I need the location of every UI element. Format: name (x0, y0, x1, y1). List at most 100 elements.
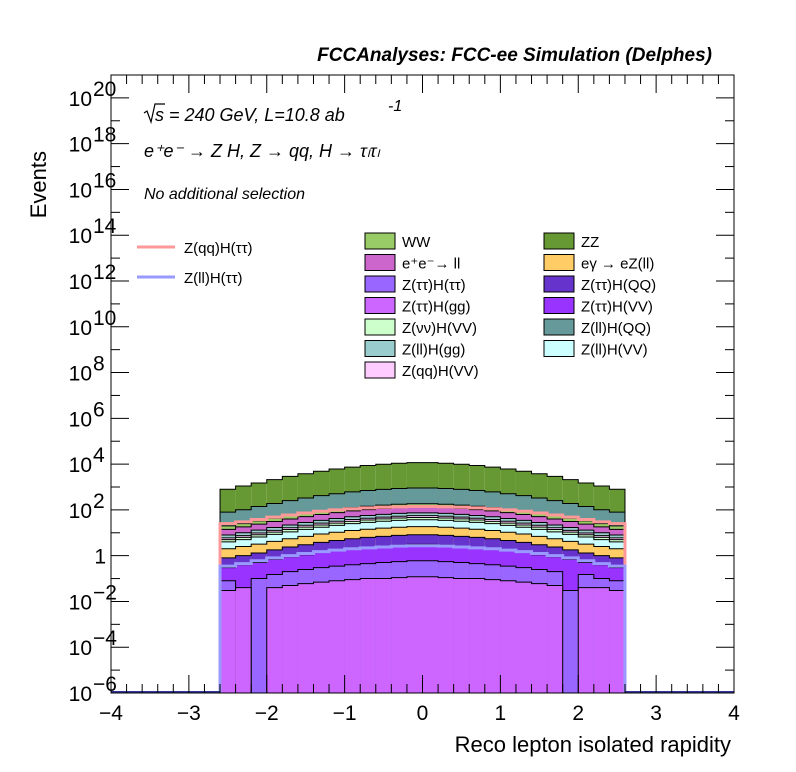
legend-entry: Z(ll)H(VV) (543, 340, 648, 359)
histogram-outline (219, 560, 626, 694)
y-tick-label: 10 (69, 88, 92, 111)
x-tick-label: 1 (495, 702, 507, 725)
legend-entry: ZZ (543, 232, 599, 251)
histogram-bin (500, 580, 516, 693)
histogram-bin (235, 587, 252, 693)
histogram-outline (219, 516, 626, 693)
y-tick-exponent: 2 (93, 490, 105, 513)
legend-label: e⁺e⁻→ ll (402, 256, 460, 273)
x-tick-label: 4 (728, 702, 740, 725)
y-tick-label: 10 (69, 500, 92, 523)
legend-label: Z(ll)H(VV) (581, 342, 648, 359)
legend-swatch (364, 297, 396, 314)
histogram-bin (329, 580, 345, 693)
legend-entry: Z(ττ)H(QQ) (543, 275, 656, 294)
legend-swatch (364, 232, 396, 250)
histogram-outline (219, 534, 626, 693)
legend-entry: Z(νν)H(VV) (364, 318, 477, 337)
histogram-bin (469, 578, 485, 693)
selection-annotation: No additional selection (144, 186, 305, 203)
legend-label: Z(qq)H(VV) (402, 363, 479, 380)
y-tick-exponent: 18 (93, 124, 116, 147)
y-tick-exponent: 20 (93, 78, 116, 101)
x-tick-label: 3 (650, 702, 662, 725)
legend-label: eγ → eZ(ll) (581, 256, 654, 273)
histogram-bin (515, 582, 532, 693)
histogram-bin (375, 578, 392, 693)
sqrt-symbol (143, 103, 165, 125)
sqrt-s-annotation: s = 240 GeV, L=10.8 ab -1 (143, 98, 402, 125)
legend-swatch (543, 297, 575, 314)
x-tick-label: 0 (417, 702, 429, 725)
histogram-bin (609, 590, 625, 693)
histogram-outline (219, 462, 626, 693)
legend-label: Z(ττ)H(ττ) (402, 277, 466, 294)
y-tick-label: 10 (69, 134, 92, 157)
chart-title: FCCAnalyses: FCC-ee Simulation (Delphes) (317, 45, 712, 66)
y-tick-label: 10 (69, 591, 92, 614)
legend-label: Z(qq)H(ττ) (184, 240, 253, 257)
y-tick-exponent: 8 (93, 353, 105, 376)
legend-label: Z(ll)H(ττ) (184, 270, 243, 287)
histogram-bin (297, 583, 314, 693)
y-tick-label: 10 (69, 179, 92, 202)
x-tick-label: −2 (255, 702, 279, 725)
legend-swatch (543, 318, 575, 336)
legend-label: Z(νν)H(VV) (402, 320, 477, 337)
y-tick-exponent: −6 (93, 673, 117, 696)
legend-swatch (543, 254, 575, 271)
y-tick-label: 10 (69, 317, 92, 340)
histogram-bin (593, 587, 610, 693)
legend-label: Z(ττ)H(gg) (402, 299, 471, 316)
histogram-bin (406, 576, 423, 693)
legend-swatch (543, 275, 575, 293)
y-tick-label: 1 (94, 546, 106, 569)
x-axis-label: Reco lepton isolated rapidity (455, 732, 731, 757)
legend-label: ZZ (581, 234, 599, 251)
y-tick-label: 10 (69, 408, 92, 431)
histogram-bin (220, 590, 236, 693)
histogram-outline (219, 526, 626, 693)
x-tick-label: −3 (177, 702, 201, 725)
legend-entry: eγ → eZ(ll) (543, 254, 654, 273)
stacked-histogram (219, 462, 626, 694)
legend-swatch (543, 232, 575, 250)
y-tick-label: 10 (69, 271, 92, 294)
legend-entry: Z(ll)H(QQ) (543, 318, 651, 337)
y-tick-exponent: 12 (93, 261, 116, 284)
legend-entry: Z(ττ)H(ττ) (364, 275, 466, 294)
histogram-outline (219, 519, 626, 693)
legend-label: Z(ll)H(gg) (402, 342, 465, 359)
legend-label: WW (402, 234, 431, 251)
signal-histograms (111, 505, 734, 693)
legend-entry: Z(ll)H(gg) (364, 340, 465, 359)
histogram-bin (562, 590, 579, 693)
histogram-bin (438, 577, 454, 693)
y-tick-exponent: 6 (93, 398, 105, 421)
histogram-outline (219, 512, 626, 693)
y-tick-exponent: 16 (93, 169, 116, 192)
y-tick-exponent: 10 (93, 307, 116, 330)
legend-swatch (364, 275, 396, 293)
legend-label: Z(ll)H(QQ) (581, 320, 651, 337)
energy-lumi-text: s = 240 GeV, L=10.8 ab (155, 105, 345, 125)
histogram-bin (251, 578, 267, 693)
histogram-outline (219, 515, 626, 693)
stack-z-h-gg (219, 576, 626, 694)
y-tick-label: 10 (69, 683, 92, 706)
y-axis-label: Events (26, 151, 51, 218)
histogram-bin (484, 579, 501, 693)
histogram-bin (391, 577, 407, 693)
x-tick-label: 2 (572, 702, 584, 725)
legend-swatch (543, 340, 575, 357)
y-tick-exponent: −4 (93, 627, 117, 650)
process-annotation: e⁺e⁻ → Z H, Z → qq, H → τₗτₗ (144, 141, 381, 161)
y-tick-exponent: 14 (93, 215, 117, 238)
legend-entry: Z(ll)H(ττ) (137, 270, 243, 287)
legend-swatch (364, 254, 396, 271)
histogram-bin (282, 585, 298, 693)
legend-label: Z(ττ)H(VV) (581, 299, 653, 316)
histogram-bin (422, 576, 439, 693)
y-tick-label: 10 (69, 454, 92, 477)
